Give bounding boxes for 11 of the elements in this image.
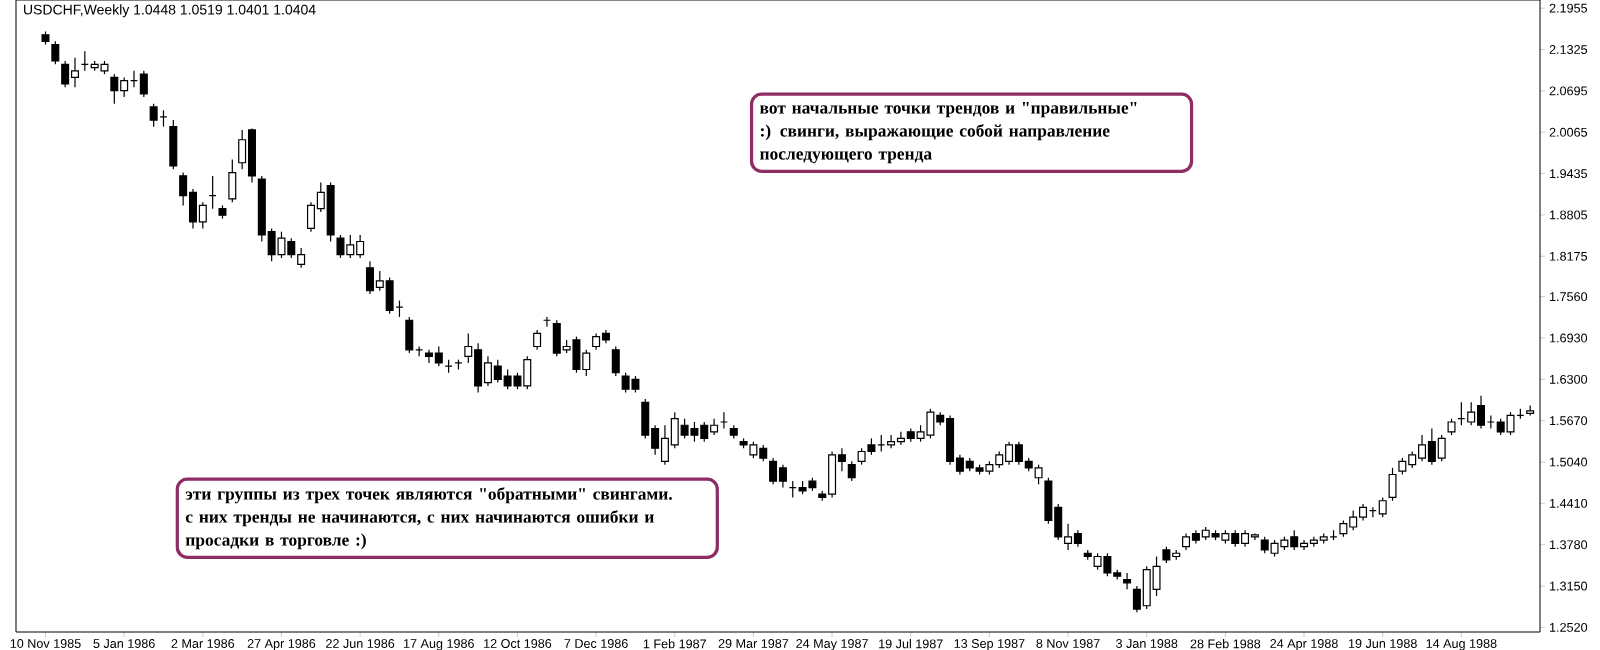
candlestick (611, 345, 620, 377)
annotation: вот начальные точки трендов и "правильные" :) свинги, выражающие собой направление последующего тренда (759, 102, 1137, 164)
candlestick (847, 460, 856, 482)
candlestick (1388, 467, 1397, 502)
candlestick (533, 329, 542, 351)
candlestick (1123, 572, 1132, 590)
candlestick (228, 158, 237, 203)
annotation: эти группы из трех точек являются "обратными" свингами. с них тренды не начинаются, с них начинаются ошибки и просадки в торговле :) (185, 487, 672, 550)
candlestick (51, 40, 60, 65)
candlestick (169, 119, 178, 170)
candlestick (139, 70, 148, 98)
